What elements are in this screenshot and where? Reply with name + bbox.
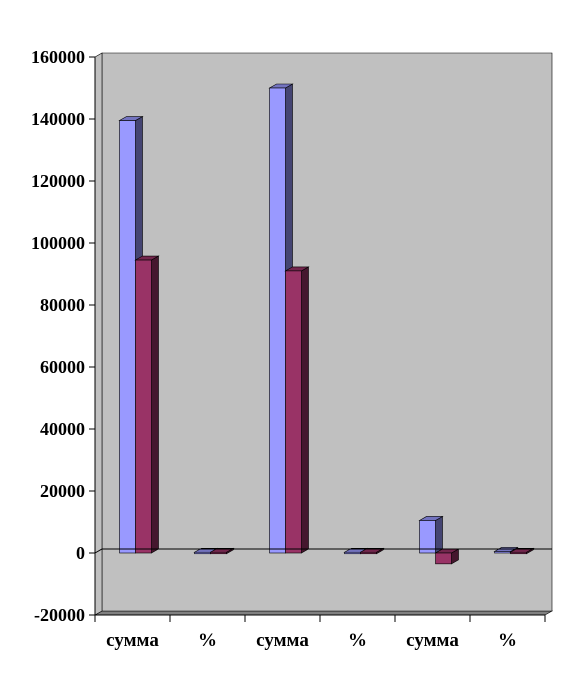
x-tick-label: % [198, 630, 217, 651]
bar-front [494, 551, 511, 554]
y-tick-label: 20000 [40, 481, 85, 501]
chart-back-wall [94, 52, 553, 616]
chart-bars [118, 83, 535, 565]
bar-front [419, 520, 436, 554]
side-wall [94, 52, 103, 616]
bar-front [510, 551, 527, 555]
x-tick-label: % [348, 630, 367, 651]
bar-front [210, 551, 227, 555]
y-tick-label: 100000 [31, 233, 85, 253]
bar-front [344, 551, 361, 555]
bar-side [435, 515, 443, 554]
bar-front [135, 259, 152, 554]
bar-front [285, 270, 302, 554]
y-tick-label: 40000 [40, 419, 85, 439]
y-tick-label: 80000 [40, 295, 85, 315]
y-tick-label: 60000 [40, 357, 85, 377]
chart-axes [94, 57, 552, 622]
x-tick-label: сумма [406, 630, 459, 651]
bar [284, 266, 310, 554]
bar-front [360, 551, 377, 555]
bar [434, 548, 460, 565]
bar-front [435, 552, 452, 565]
chart-floor [93, 610, 554, 616]
y-tick-label: 120000 [31, 171, 85, 191]
bar-front [269, 87, 286, 554]
bar [134, 255, 160, 554]
x-tick-label: сумма [256, 630, 309, 651]
y-tick-label: 0 [76, 543, 85, 563]
bar [418, 515, 444, 554]
bar-front [194, 551, 211, 555]
y-axis-ticks: -20000 0 20000 40000 60000 80000 100000 120000 1… [31, 47, 95, 625]
bar-side [151, 255, 159, 554]
bar-front [119, 120, 136, 554]
y-tick-label: 160000 [31, 47, 85, 67]
zero-plane-line [94, 548, 552, 554]
back-wall [101, 52, 553, 612]
x-tick-label: сумма [106, 630, 159, 651]
bar-side [301, 266, 309, 554]
x-tick-label: % [498, 630, 517, 651]
y-tick-label: 140000 [31, 109, 85, 129]
x-axis-labels: сумма% сумма% сумма% [106, 630, 517, 651]
chart-floor-plane [93, 610, 554, 616]
y-tick-label: -20000 [34, 605, 85, 625]
